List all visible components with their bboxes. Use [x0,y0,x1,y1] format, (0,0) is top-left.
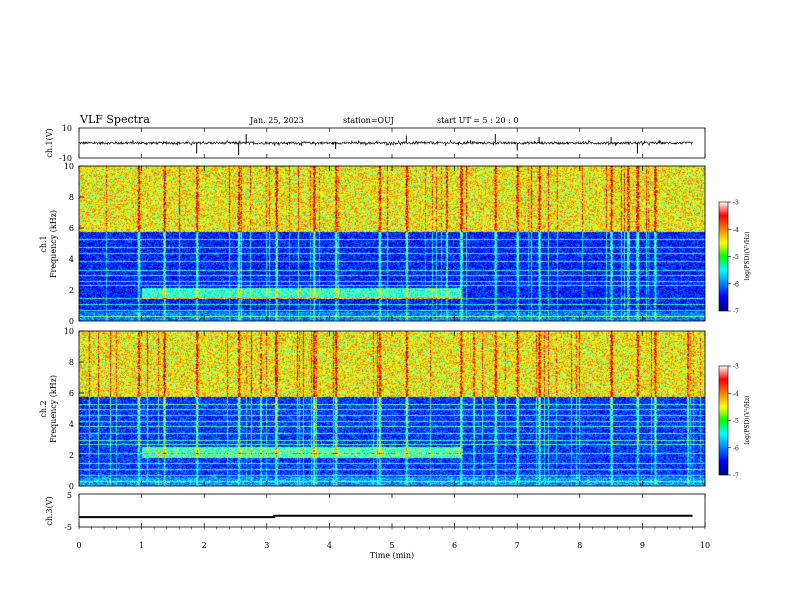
colorbar-ch2-tick-label: -7 [733,473,739,480]
colorbar-ch1-tick-label: -3 [733,200,739,207]
waveform-ch3-ylabel: ch.3(V) [45,496,54,525]
time-tick-label: 3 [264,541,269,550]
waveform-ch3-ytick-top: 5 [67,491,72,500]
colorbar-ch2-tick-label: -3 [733,364,739,371]
waveform-ch1-trace [78,139,693,147]
spectrogram-ch2-image [79,331,705,486]
time-tick-label: 10 [700,541,710,550]
waveform-ch1-ytick-bottom: -10 [59,154,72,163]
waveform-ch3-panel: 5 -5 ch.3(V) 0 1 2 3 4 5 6 7 8 9 10 Time (min) [45,128,710,560]
waveform-ch1-ylabel: ch.1(V) [45,128,54,157]
colorbar-ch2-tick-label: -6 [733,445,739,452]
spectrogram-ch2-ytick-label: 2 [69,451,74,460]
spectrogram-ch1-ytick-label: 8 [69,193,74,202]
colorbar-ch2-tick-label: -4 [733,391,739,398]
time-tick-label: 1 [139,541,144,550]
spectrogram-ch2-ylabel-line2: Frequency (kHz) [49,375,58,443]
spectrogram-ch1-image-holder [79,166,705,321]
colorbar-ch2-tick-label: -5 [733,418,739,425]
colorbar-ch1 [718,201,729,312]
waveform-ch1-ytick-top: 10 [62,124,72,133]
spectrogram-ch1-ytick-label: 10 [64,162,74,171]
spectrogram-ch1-ytick-label: 4 [69,255,74,264]
colorbar-ch1-tick-label: -4 [733,227,739,234]
waveform-ch3-frame [78,493,706,528]
spectrogram-ch2-ylabel-line1: ch.2 [39,400,48,417]
spectrogram-ch1-ytick-label: 6 [69,224,74,233]
spectrogram-ch2-image-holder [79,331,705,486]
waveform-ch3-trace [79,514,693,519]
time-tick-label: 8 [577,541,582,550]
spectrogram-ch1-ylabel-line2: Frequency (kHz) [49,210,58,278]
time-tick-label: 6 [452,541,457,550]
spectrogram-ch2-ytick-label: 10 [64,327,74,336]
time-tick-label: 7 [515,541,520,550]
colorbar-ch2-label: log(PSD)(V²/Hz) [744,396,751,445]
spectrogram-ch1-ylabel-line1: ch.1 [39,235,48,252]
colorbar-ch1-label: log(PSD)(V²/Hz) [744,232,751,281]
date-label: Jan. 25, 2023 [249,116,304,125]
time-tick-label: 0 [76,541,81,550]
colorbar-ch1-tick-label: -5 [733,254,739,261]
spectrogram-ch2-ytick-label: 6 [69,389,74,398]
time-axis-label: Time (min) [370,551,414,560]
colorbar-ch2 [718,365,729,476]
waveform-ch3-ytick-bottom: -5 [64,523,72,532]
spectrogram-ch2-ytick-label: 8 [69,358,74,367]
figure-title: VLF Spectra [79,113,150,126]
spectrogram-ch2-ytick-label: 4 [69,420,74,429]
spectrogram-ch1-ytick-label: 2 [69,286,74,295]
spectrogram-ch1-ytick-label: 0 [69,317,74,326]
waveform-ch1-panel: 10 -10 ch.1(V) [45,124,706,163]
time-tick-label: 2 [202,541,207,550]
time-tick-label: 9 [640,541,645,550]
colorbar-ch1-tick-label: -7 [733,309,739,316]
time-tick-label: 5 [389,541,394,550]
spectrogram-ch1-image [79,166,705,321]
time-tick-label: 4 [327,541,332,550]
start-time-label: start UT = 5 : 20 : 0 [437,116,518,125]
spectrogram-ch2-ytick-label: 0 [69,482,74,491]
colorbar-ch1-tick-label: -6 [733,281,739,288]
station-label: station=OUJ [343,116,394,125]
